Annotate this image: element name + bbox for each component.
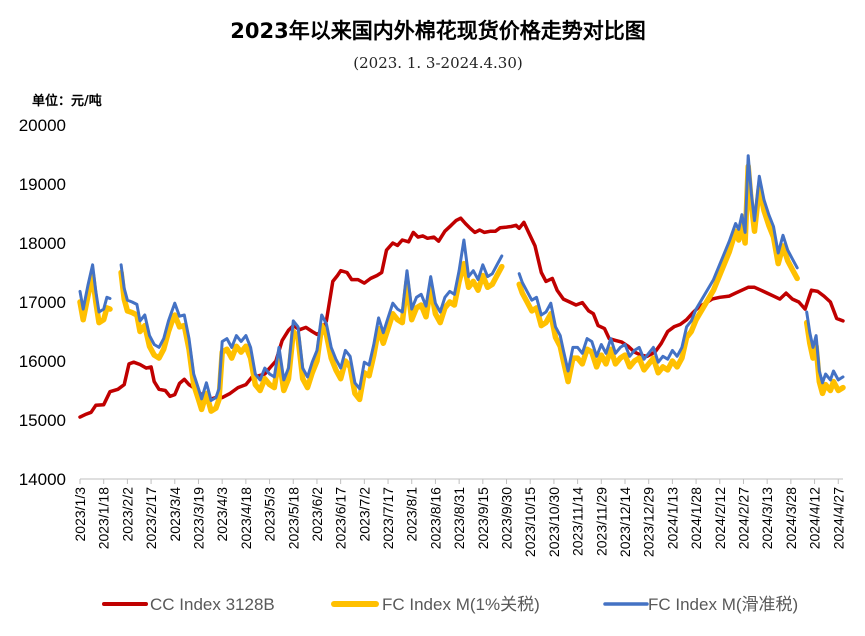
x-tick-label: 2023/2/17 bbox=[143, 487, 159, 549]
x-tick-label: 2023/8/16 bbox=[427, 487, 443, 549]
legend-label: FC Index M(滑准税) bbox=[648, 595, 798, 614]
x-tick-label: 2023/4/18 bbox=[238, 487, 254, 549]
x-tick-label: 2023/9/30 bbox=[499, 487, 515, 549]
legend: CC Index 3128B FC Index M(1%关税) FC Index M… bbox=[102, 595, 798, 614]
chart-title: 2023年以来国内外棉花现货价格走势对比图 bbox=[230, 19, 645, 43]
x-tick-label: 2024/4/12 bbox=[807, 487, 823, 549]
x-tick-label: 2023/10/15 bbox=[522, 487, 538, 557]
x-tick-label: 2023/8/31 bbox=[451, 487, 467, 549]
y-tick-label: 19000 bbox=[19, 175, 66, 194]
y-tick-label: 17000 bbox=[19, 293, 66, 312]
x-tick-label: 2023/7/2 bbox=[356, 487, 372, 542]
y-tick-label: 14000 bbox=[19, 470, 66, 489]
plot-area bbox=[77, 154, 846, 419]
x-tick-label: 2024/1/28 bbox=[688, 487, 704, 549]
x-tick-label: 2024/3/28 bbox=[783, 487, 799, 549]
x-tick-label: 2023/6/2 bbox=[309, 487, 325, 542]
x-tick-label: 2023/1/18 bbox=[96, 487, 112, 549]
y-tick-label: 18000 bbox=[19, 234, 66, 253]
x-tick-label: 2023/5/3 bbox=[262, 487, 278, 542]
x-tick-label: 2023/3/4 bbox=[167, 487, 183, 542]
series-line bbox=[78, 154, 845, 402]
x-tick-label: 2024/3/13 bbox=[759, 487, 775, 549]
x-tick-label: 2023/5/18 bbox=[285, 487, 301, 549]
x-tick-label: 2023/12/14 bbox=[617, 487, 633, 557]
x-tick-label: 2023/4/3 bbox=[214, 487, 230, 542]
x-tick-label: 2023/12/29 bbox=[641, 487, 657, 557]
chart-subtitle: (2023. 1. 3-2024.4.30) bbox=[353, 54, 522, 72]
x-axis-ticks: 2023/1/3 2023/1/18 2023/2/2 2023/2/17 2023/3… bbox=[72, 479, 846, 557]
x-tick-label: 2023/10/30 bbox=[546, 487, 562, 557]
x-tick-label: 2023/1/3 bbox=[72, 487, 88, 542]
x-tick-label: 2024/4/27 bbox=[830, 487, 846, 549]
x-tick-label: 2023/3/19 bbox=[190, 487, 206, 549]
x-tick-label: 2023/7/17 bbox=[380, 487, 396, 549]
x-tick-label: 2023/8/1 bbox=[404, 487, 420, 542]
x-tick-label: 2024/1/13 bbox=[664, 487, 680, 549]
x-tick-label: 2024/2/12 bbox=[712, 487, 728, 549]
y-tick-label: 16000 bbox=[19, 352, 66, 371]
y-tick-label: 20000 bbox=[19, 116, 66, 135]
x-tick-label: 2023/9/15 bbox=[475, 487, 491, 549]
x-tick-label: 2023/11/14 bbox=[570, 487, 586, 556]
legend-label: CC Index 3128B bbox=[150, 595, 275, 614]
x-tick-label: 2024/2/27 bbox=[735, 487, 751, 549]
x-tick-label: 2023/2/2 bbox=[119, 487, 135, 542]
legend-label: FC Index M(1%关税) bbox=[382, 595, 540, 614]
series-line bbox=[77, 163, 846, 414]
x-tick-label: 2023/6/17 bbox=[333, 487, 349, 549]
x-tick-label: 2023/11/29 bbox=[593, 487, 609, 556]
unit-label: 单位：元/吨 bbox=[32, 93, 102, 109]
y-tick-label: 15000 bbox=[19, 411, 66, 430]
y-axis-ticks: 14000 15000 16000 17000 18000 19000 20000 bbox=[19, 116, 66, 489]
